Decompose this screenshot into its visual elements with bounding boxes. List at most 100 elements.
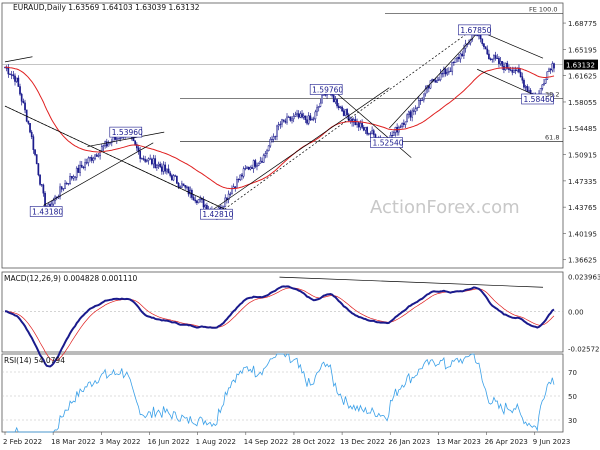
x-axis-label: 26 Jan 2023 <box>388 438 430 446</box>
macd-axis-label: 0.00 <box>568 308 584 316</box>
candle-body <box>489 58 492 60</box>
trend-line <box>87 131 165 147</box>
candle-body <box>80 164 83 168</box>
candle-body <box>144 159 147 162</box>
candle-body <box>404 121 407 125</box>
fib-label: FE 100.0 <box>529 5 558 13</box>
candle-body <box>187 186 190 195</box>
price-annotation-label: 1.67850 <box>460 26 491 35</box>
candle-body <box>486 48 489 55</box>
candle-body <box>274 135 277 138</box>
candle-body <box>52 200 55 205</box>
candle-body <box>279 123 282 125</box>
candle-body <box>478 34 480 37</box>
candle-body <box>311 119 313 121</box>
candle-body <box>261 160 263 163</box>
candle-body <box>441 73 444 75</box>
candle-body <box>511 69 514 73</box>
candle-body <box>541 84 544 89</box>
candle-body <box>252 160 255 169</box>
price-annotation-box <box>521 93 554 105</box>
candle-body <box>496 57 499 59</box>
candle-body <box>9 73 11 75</box>
candle-body <box>444 68 447 75</box>
candle-body <box>484 46 487 50</box>
candle-body <box>177 183 180 188</box>
x-axis-label: 16 Jun 2022 <box>147 438 189 446</box>
candle-body <box>204 205 207 208</box>
candle-body <box>321 95 323 104</box>
candle-body <box>369 133 372 135</box>
candle-body <box>24 102 26 111</box>
candle-body <box>543 83 545 86</box>
candle-body <box>202 199 205 208</box>
price-axis-label: 1.61625 <box>568 73 597 81</box>
price-axis-label: 1.50915 <box>568 152 597 160</box>
candle-body <box>411 110 414 118</box>
rsi-panel-frame <box>1 353 564 433</box>
price-annotation-label: 1.58460 <box>524 95 555 104</box>
candle-body <box>312 118 315 120</box>
price-annotation-label: 1.53960 <box>112 128 143 137</box>
candle-body <box>352 119 355 123</box>
candle-body <box>513 69 515 73</box>
candle-body <box>82 166 85 168</box>
candle-body <box>186 186 188 188</box>
candle-body <box>401 123 403 127</box>
candle-body <box>17 77 20 87</box>
candle-body <box>75 167 78 178</box>
candle-body <box>150 158 153 165</box>
candle-body <box>431 78 434 81</box>
fib-label: 38.2 <box>545 91 559 99</box>
candle-body <box>304 115 307 120</box>
candle-body <box>197 199 200 204</box>
candle-body <box>501 61 504 67</box>
candle-body <box>34 149 36 155</box>
candle-body <box>414 108 417 112</box>
candle-body <box>332 95 335 103</box>
x-axis-label: 28 Oct 2022 <box>292 438 335 446</box>
price-annotation-box <box>29 206 63 217</box>
candle-body <box>39 174 41 185</box>
candle-body <box>162 164 165 172</box>
candle-body <box>14 75 16 82</box>
candle-body <box>371 130 373 135</box>
price-axis-label: 1.43765 <box>568 204 597 212</box>
candle-body <box>10 74 13 76</box>
candle-body <box>15 77 18 82</box>
candle-body <box>184 185 187 188</box>
candle-body <box>97 155 100 157</box>
candle-body <box>479 34 482 40</box>
candle-body <box>289 116 292 121</box>
candle-body <box>135 144 138 149</box>
candle-body <box>521 76 524 81</box>
candle-body <box>161 166 163 172</box>
rsi-axis-label: 30 <box>568 417 577 425</box>
price-panel-frame <box>1 2 564 269</box>
candle-body <box>519 71 522 77</box>
candle-body <box>494 55 497 59</box>
candle-body <box>526 86 529 92</box>
candle-body <box>105 141 108 147</box>
candle-body <box>362 127 365 131</box>
candle-body <box>60 186 63 190</box>
rsi-axis-label: 50 <box>568 393 577 401</box>
trend-line <box>389 27 483 129</box>
candle-body <box>546 71 549 80</box>
candle-body <box>402 123 405 125</box>
candle-body <box>287 116 290 118</box>
candle-body <box>367 133 370 135</box>
candle-body <box>242 168 245 177</box>
candle-body <box>64 183 66 189</box>
candle-body <box>237 178 240 181</box>
candle-body <box>172 175 175 181</box>
candle-body <box>544 78 547 84</box>
price-axis-label: 1.54485 <box>568 125 597 133</box>
candle-body <box>139 151 142 159</box>
candle-body <box>117 138 120 140</box>
last-price-label: 1.63132 <box>566 62 595 70</box>
candle-body <box>149 158 152 160</box>
candle-body <box>157 163 160 166</box>
price-annotation-box <box>309 84 343 95</box>
candle-body <box>421 99 424 101</box>
